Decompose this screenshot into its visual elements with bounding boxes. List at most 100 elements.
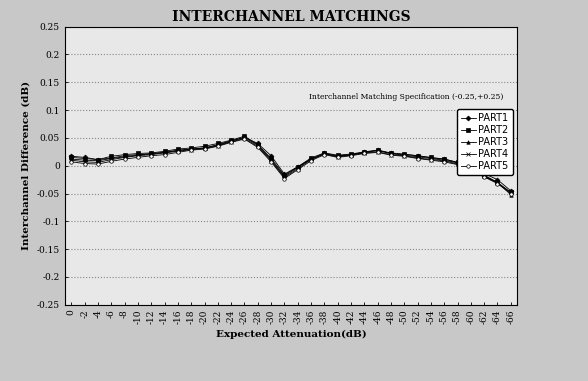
PART1: [68, 154, 75, 158]
PART5: [507, 191, 514, 196]
PART2: [401, 152, 408, 156]
PART5: [480, 174, 487, 179]
PART3: [427, 156, 435, 161]
PART5: [348, 154, 355, 158]
PART2: [294, 165, 301, 169]
PART4: [308, 157, 315, 162]
PART3: [108, 156, 115, 161]
PART4: [507, 190, 514, 195]
PART4: [440, 158, 447, 163]
PART5: [214, 144, 221, 149]
PART3: [95, 158, 102, 163]
PART5: [81, 161, 88, 166]
PART5: [334, 155, 341, 160]
PART2: [480, 173, 487, 178]
PART4: [135, 154, 142, 158]
PART1: [440, 157, 447, 161]
PART5: [427, 158, 435, 162]
PART5: [68, 160, 75, 164]
PART1: [480, 171, 487, 176]
PART1: [241, 135, 248, 140]
PART3: [135, 153, 142, 157]
PART3: [334, 154, 341, 158]
PART2: [254, 142, 261, 147]
PART1: [281, 172, 288, 176]
PART2: [281, 173, 288, 178]
PART5: [135, 155, 142, 160]
Y-axis label: Interchannel Difference (dB): Interchannel Difference (dB): [22, 81, 31, 250]
PART4: [188, 147, 195, 152]
PART3: [228, 138, 235, 143]
PART3: [308, 157, 315, 161]
PART1: [348, 152, 355, 157]
PART1: [294, 165, 301, 169]
PART1: [494, 177, 501, 182]
PART5: [374, 150, 381, 155]
PART4: [228, 139, 235, 144]
PART4: [148, 152, 155, 157]
PART3: [68, 157, 75, 161]
PART2: [81, 156, 88, 161]
X-axis label: Expected Attenuation(dB): Expected Attenuation(dB): [216, 330, 366, 339]
PART1: [108, 156, 115, 160]
PART2: [427, 155, 435, 160]
Line: PART2: PART2: [69, 134, 513, 194]
PART1: [161, 150, 168, 155]
PART2: [68, 155, 75, 160]
PART4: [121, 155, 128, 160]
PART5: [188, 148, 195, 152]
PART4: [281, 175, 288, 180]
PART2: [108, 154, 115, 158]
PART3: [414, 155, 421, 159]
Title: INTERCHANNEL MATCHINGS: INTERCHANNEL MATCHINGS: [172, 10, 410, 24]
PART2: [241, 134, 248, 139]
PART1: [121, 154, 128, 158]
PART4: [241, 136, 248, 141]
PART5: [308, 158, 315, 163]
PART1: [148, 152, 155, 156]
PART4: [268, 158, 275, 163]
PART3: [241, 135, 248, 140]
Line: PART4: PART4: [69, 136, 513, 195]
PART4: [294, 166, 301, 171]
PART5: [201, 147, 208, 151]
PART4: [201, 146, 208, 151]
PART1: [507, 189, 514, 193]
PART1: [387, 151, 395, 156]
PART1: [81, 155, 88, 160]
PART2: [361, 149, 368, 154]
PART1: [454, 160, 461, 165]
PART4: [414, 156, 421, 160]
PART5: [268, 160, 275, 164]
PART3: [387, 151, 395, 156]
PART2: [334, 153, 341, 157]
PART3: [161, 150, 168, 155]
PART2: [348, 152, 355, 156]
PART1: [95, 157, 102, 162]
PART4: [95, 160, 102, 165]
PART3: [294, 165, 301, 170]
PART2: [374, 148, 381, 152]
PART5: [108, 159, 115, 163]
PART3: [480, 173, 487, 178]
PART2: [174, 147, 181, 151]
PART4: [214, 143, 221, 148]
PART1: [334, 154, 341, 158]
PART5: [174, 150, 181, 155]
PART4: [401, 154, 408, 158]
PART3: [254, 143, 261, 147]
PART3: [268, 157, 275, 162]
PART2: [268, 156, 275, 161]
PART5: [454, 162, 461, 167]
Line: PART1: PART1: [69, 136, 513, 192]
PART3: [174, 149, 181, 153]
PART5: [414, 156, 421, 161]
PART3: [214, 142, 221, 147]
PART4: [68, 158, 75, 162]
PART2: [494, 180, 501, 185]
PART2: [161, 149, 168, 154]
PART5: [387, 153, 395, 157]
PART2: [95, 157, 102, 162]
PART4: [81, 160, 88, 164]
PART5: [321, 152, 328, 157]
